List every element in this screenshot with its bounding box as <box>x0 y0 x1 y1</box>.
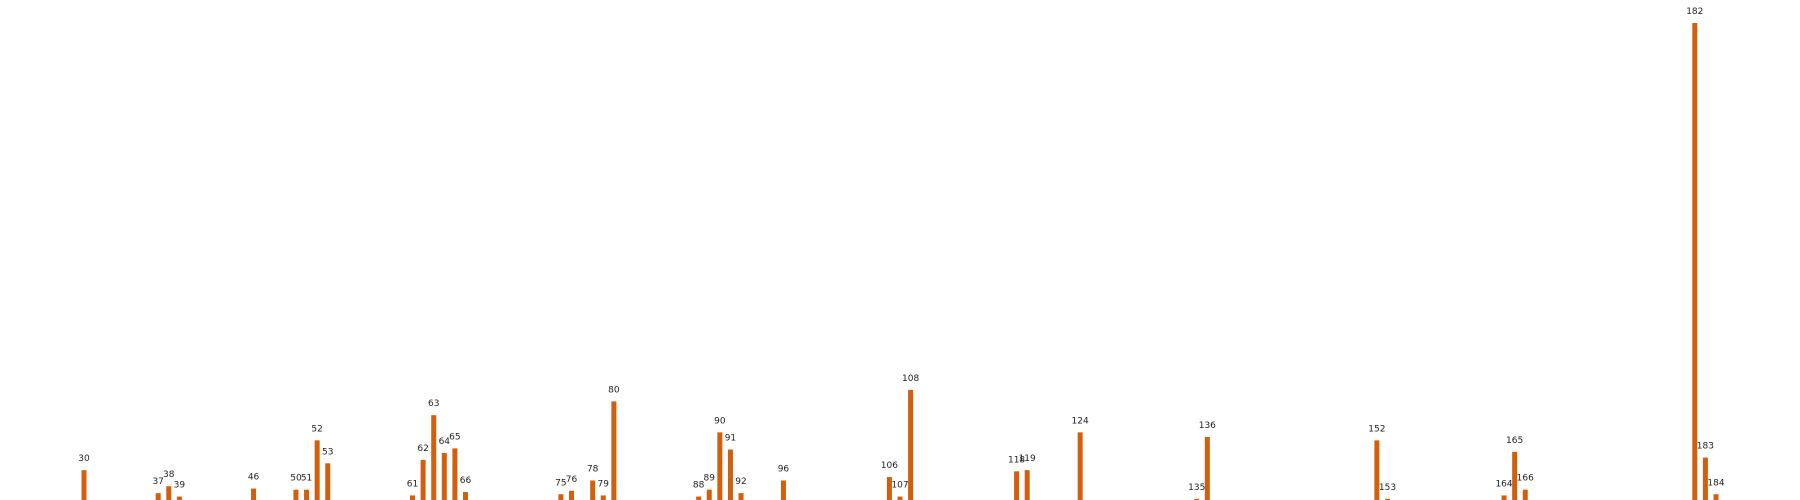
bar <box>568 490 574 500</box>
bar <box>410 495 416 500</box>
bar <box>1204 436 1210 500</box>
bar <box>611 401 617 500</box>
bar-label: 38 <box>163 470 175 480</box>
bar <box>1024 470 1030 500</box>
bar <box>1512 451 1518 500</box>
bar-label: 78 <box>587 465 599 475</box>
bar <box>463 491 469 500</box>
bar-label: 61 <box>407 479 418 489</box>
bar-label: 164 <box>1495 479 1512 489</box>
bar <box>314 440 320 500</box>
bar <box>717 432 723 500</box>
bar <box>696 496 702 500</box>
bar <box>780 480 786 500</box>
bar <box>1194 498 1200 500</box>
bar-label: 79 <box>598 479 610 489</box>
bar <box>600 495 606 500</box>
bar-label: 52 <box>311 424 322 434</box>
bar <box>897 496 903 500</box>
bar-label: 30 <box>78 454 90 464</box>
bar <box>1374 440 1380 500</box>
bar-label: 96 <box>778 465 790 475</box>
bar-label: 119 <box>1019 454 1036 464</box>
bar <box>706 489 712 500</box>
bar-label: 152 <box>1368 424 1385 434</box>
bar <box>325 463 331 500</box>
bar <box>431 415 437 500</box>
bar-label: 64 <box>439 437 451 447</box>
bar-label: 80 <box>608 385 620 395</box>
bar-label: 50 <box>290 474 302 484</box>
bar <box>886 477 892 500</box>
bar-label: 65 <box>449 432 460 442</box>
bar <box>304 489 310 500</box>
bar-label: 92 <box>735 477 746 487</box>
bar-label: 106 <box>881 461 898 471</box>
bar-label: 118 <box>1008 455 1025 465</box>
bar-label: 135 <box>1188 483 1205 493</box>
bar-label: 184 <box>1707 478 1724 488</box>
bar-label: 166 <box>1517 474 1534 484</box>
bar-label: 90 <box>714 416 726 426</box>
bar-label: 124 <box>1072 416 1089 426</box>
bar <box>1713 494 1719 500</box>
bar-label: 165 <box>1506 436 1523 446</box>
bar <box>1692 23 1698 500</box>
bar <box>738 493 744 500</box>
bar-label: 37 <box>152 477 163 487</box>
bar-label: 107 <box>891 481 908 491</box>
bar-label: 46 <box>248 473 260 483</box>
bar-label: 62 <box>417 444 428 454</box>
bar <box>155 493 161 500</box>
bar-label: 76 <box>566 475 578 485</box>
bar <box>452 448 458 500</box>
bar <box>1501 495 1507 500</box>
bar <box>590 480 596 500</box>
bar-label: 39 <box>174 481 186 491</box>
bar-label: 66 <box>460 476 472 486</box>
bar <box>166 486 172 500</box>
bar <box>1014 471 1020 500</box>
bar <box>420 459 426 500</box>
bar <box>908 389 914 500</box>
bar-label: 108 <box>902 374 919 384</box>
bar <box>558 494 564 500</box>
bar <box>1384 498 1390 500</box>
bar <box>293 489 299 500</box>
bar-label: 91 <box>725 434 736 444</box>
bar-label: 75 <box>555 478 566 488</box>
bar-label: 182 <box>1686 7 1703 17</box>
bar-label: 89 <box>704 474 716 484</box>
bar-label: 51 <box>301 474 312 484</box>
bar <box>1702 457 1708 500</box>
bar <box>1522 489 1528 500</box>
bar-label: 153 <box>1379 483 1396 493</box>
bar-label: 88 <box>693 481 705 491</box>
bar <box>441 452 447 500</box>
bar <box>1077 432 1083 500</box>
bar <box>81 470 87 500</box>
bar-label: 53 <box>322 447 333 457</box>
bar-label: 63 <box>428 399 439 409</box>
bar-label: 183 <box>1697 442 1714 452</box>
bar <box>251 488 257 500</box>
bar-label: 136 <box>1199 421 1216 431</box>
bar <box>727 449 733 500</box>
bar <box>176 496 182 500</box>
